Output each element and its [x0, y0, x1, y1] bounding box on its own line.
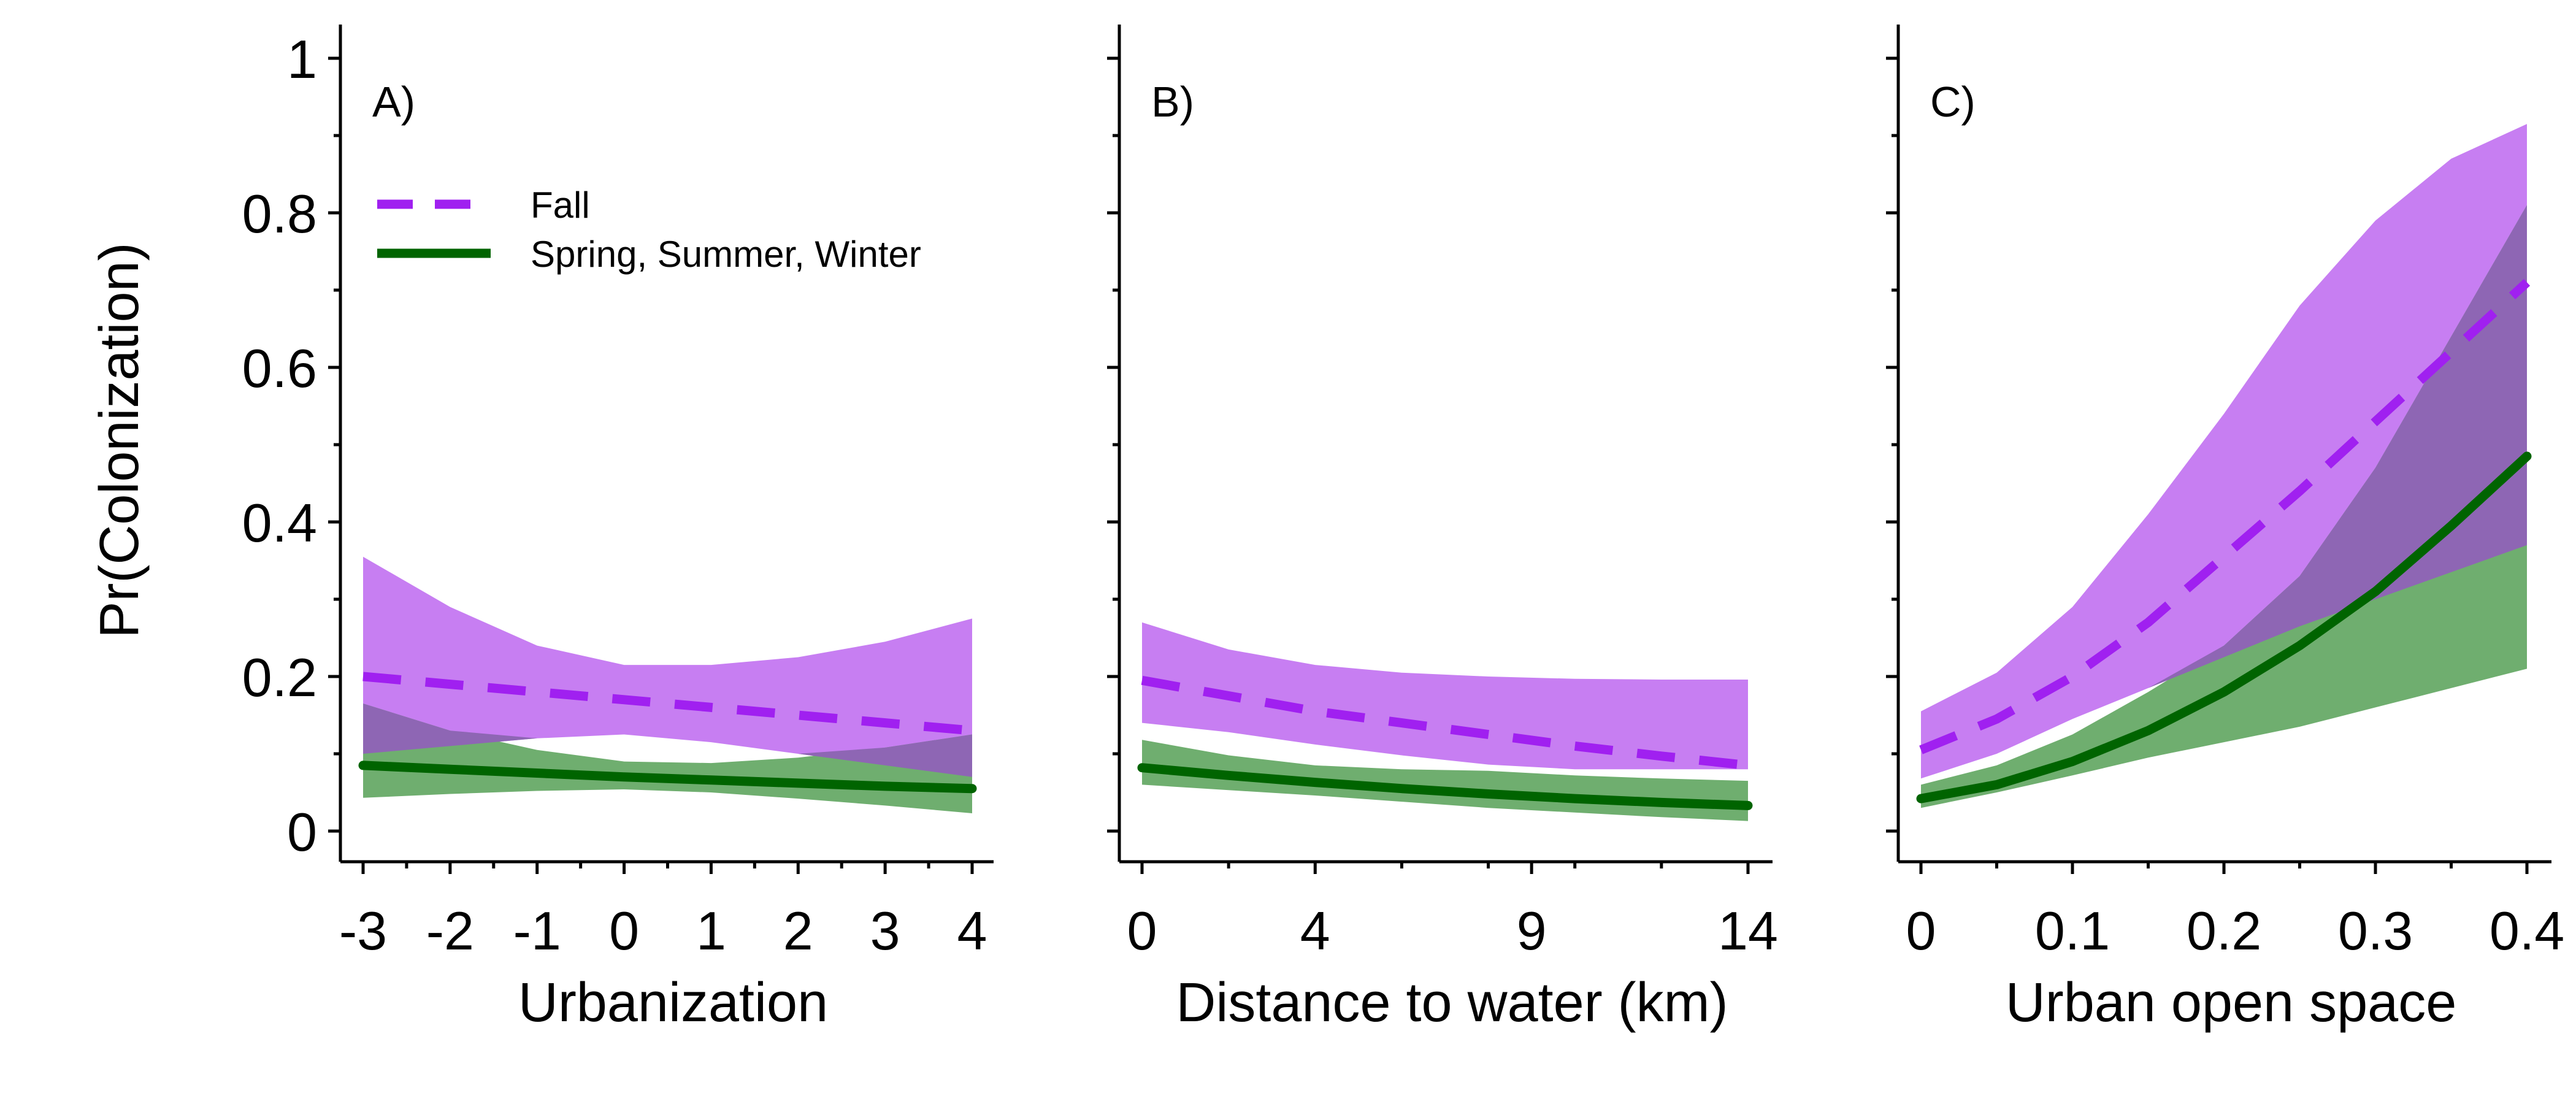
- y-tick-label: 0.8: [242, 183, 317, 244]
- overlap-ci-band: [363, 703, 972, 777]
- y-tick-label: 0: [287, 802, 317, 862]
- x-tick-label: 1: [696, 900, 726, 961]
- other-mean-line: [1137, 763, 1753, 810]
- x-tick-label: 0.4: [2490, 900, 2564, 961]
- panel-label: B): [1151, 78, 1194, 126]
- fall-mean-line: [1919, 278, 2531, 754]
- y-tick-label: 0.4: [242, 493, 317, 553]
- x-axis-title: Urban open space: [2006, 972, 2457, 1033]
- x-axis-title: Distance to water (km): [1176, 972, 1728, 1033]
- x-axis-title: Urbanization: [518, 972, 828, 1033]
- x-tick-label: -1: [513, 900, 561, 961]
- legend: Fall Spring, Summer, Winter: [377, 185, 921, 275]
- x-tick-label: -2: [426, 900, 474, 961]
- other-mean-line: [358, 761, 977, 794]
- fall-mean-line: [362, 672, 973, 735]
- other-ci-band: [1921, 205, 2527, 808]
- fall-ci-band: [1921, 124, 2527, 779]
- panel-1: 0 4 9 14 Distance to water (km) B): [1107, 25, 1778, 1033]
- overlap-ci-band: [1921, 205, 2527, 779]
- x-tick-label: 2: [783, 900, 813, 961]
- panel-2: 0 0.1 0.2 0.3 0.4 Urban open space C): [1886, 25, 2564, 1033]
- x-tick-label: 14: [1718, 900, 1778, 961]
- fall-ci-band: [363, 556, 972, 777]
- x-tick-label: 0: [1906, 900, 1936, 961]
- y-tick-label: 0.2: [242, 647, 317, 708]
- x-tick-label: 9: [1517, 900, 1547, 961]
- other-mean-line: [1916, 451, 2532, 803]
- y-axis-title: Pr(Colonization): [89, 242, 150, 638]
- x-tick-label: 4: [957, 900, 987, 961]
- legend-label: Fall: [531, 185, 590, 226]
- y-tick-label: 1: [287, 29, 317, 90]
- x-tick-label: 0.2: [2187, 900, 2261, 961]
- fall-ci-band: [1142, 622, 1748, 770]
- panel-label: C): [1930, 78, 1976, 126]
- x-tick-label: 0.3: [2338, 900, 2413, 961]
- x-tick-label: 0: [1127, 900, 1157, 961]
- legend-label: Spring, Summer, Winter: [531, 234, 921, 275]
- y-tick-label: 0.6: [242, 338, 317, 399]
- x-tick-label: 3: [870, 900, 900, 961]
- panel-label: A): [372, 78, 415, 126]
- fall-mean-line: [1141, 675, 1749, 770]
- x-tick-label: 0.1: [2035, 900, 2110, 961]
- x-tick-label: 0: [609, 900, 639, 961]
- panels: 00.20.40.60.81-3 -2 -1 0 1 2 3 4UrbanizationA)0…: [242, 25, 2564, 1033]
- x-tick-label: -3: [339, 900, 387, 961]
- x-tick-label: 4: [1300, 900, 1330, 961]
